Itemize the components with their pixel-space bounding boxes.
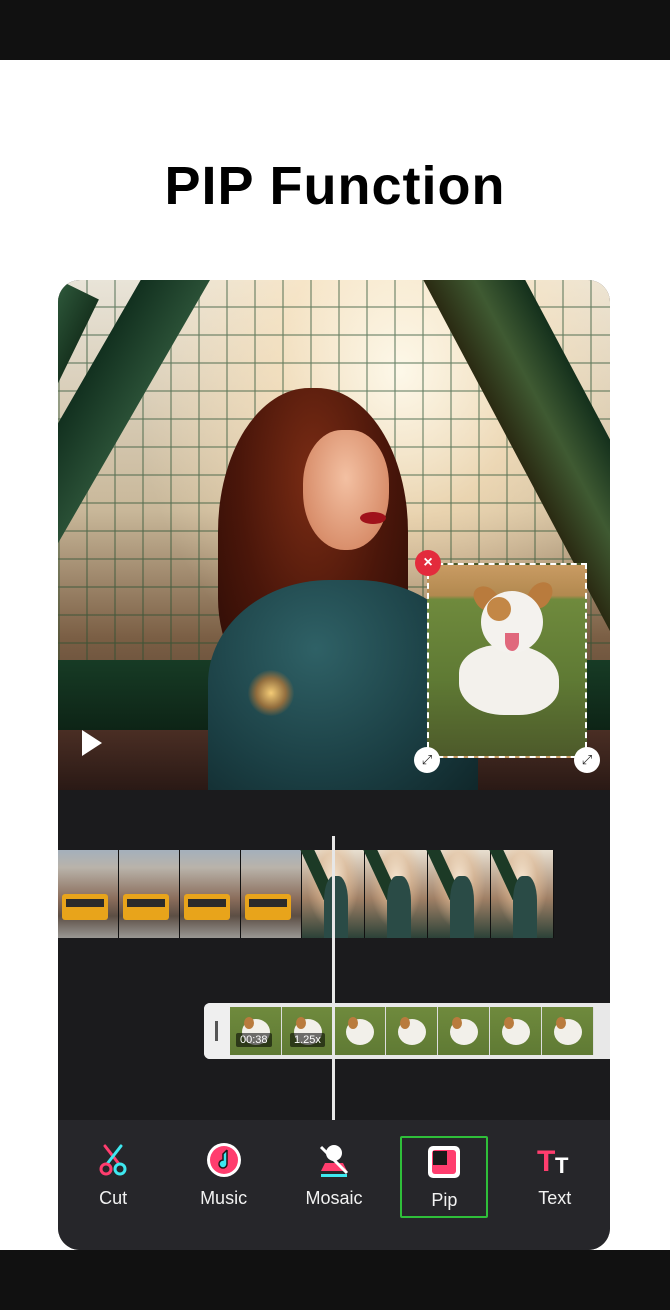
- svg-text:T: T: [555, 1153, 569, 1178]
- svg-text:T: T: [537, 1145, 555, 1178]
- city-frame: [241, 850, 302, 938]
- bus-shape: [184, 894, 230, 920]
- pip-clip-time: 00:38: [236, 1033, 272, 1047]
- pip-track-handle[interactable]: [204, 1003, 230, 1059]
- pip-close-icon[interactable]: ×: [415, 550, 441, 576]
- pip-resize-bl-icon[interactable]: ⤢: [414, 747, 440, 773]
- play-icon[interactable]: [82, 730, 102, 756]
- editor-toolbar: Cut Music Mosaic: [58, 1120, 610, 1250]
- dog-frame: [490, 1007, 542, 1055]
- mosaic-button[interactable]: Mosaic: [290, 1136, 378, 1218]
- top-bar: [0, 0, 670, 60]
- bus-shape: [245, 894, 291, 920]
- bus-shape: [62, 894, 108, 920]
- playhead[interactable]: [332, 836, 335, 1120]
- bus-shape: [123, 894, 169, 920]
- city-frame: [180, 850, 241, 938]
- dog-patch: [487, 597, 511, 621]
- dog-frame: [230, 1007, 282, 1055]
- pip-track[interactable]: 00:38 1.25x: [204, 1003, 610, 1059]
- lens-flare: [248, 670, 294, 716]
- cut-label: Cut: [99, 1188, 128, 1208]
- bottom-bar: [0, 1250, 670, 1310]
- woman-lips: [360, 512, 386, 524]
- dog-frame: [282, 1007, 334, 1055]
- dog-frame: [542, 1007, 594, 1055]
- pip-label: Pip: [431, 1190, 458, 1210]
- pip-button[interactable]: Pip: [400, 1136, 489, 1218]
- text-label: Text: [538, 1188, 572, 1208]
- scissors-icon: [93, 1140, 133, 1180]
- dog-frame: [438, 1007, 490, 1055]
- main-track[interactable]: [58, 850, 610, 938]
- city-frame: [58, 850, 119, 938]
- music-button[interactable]: Music: [180, 1136, 268, 1218]
- city-frame: [119, 850, 180, 938]
- pip-clip-speed: 1.25x: [290, 1033, 325, 1047]
- dog-frame: [334, 1007, 386, 1055]
- phone-screen: × ⤢ ⤢ 00:38 1.25x: [58, 280, 610, 1250]
- woman-frame: [491, 850, 554, 938]
- headline-title: PIP Function: [164, 156, 506, 216]
- pip-overlay[interactable]: [427, 563, 587, 758]
- mosaic-label: Mosaic: [305, 1188, 363, 1208]
- video-preview[interactable]: × ⤢ ⤢: [58, 280, 610, 790]
- text-button[interactable]: T T Text: [511, 1136, 599, 1218]
- woman-frame: [365, 850, 428, 938]
- text-icon: T T: [535, 1140, 575, 1180]
- pip-resize-br-icon[interactable]: ⤢: [574, 747, 600, 773]
- music-note-icon: [204, 1140, 244, 1180]
- mosaic-icon: [314, 1140, 354, 1180]
- dog-body: [459, 645, 559, 715]
- dog-tongue: [505, 633, 519, 651]
- cut-button[interactable]: Cut: [69, 1136, 157, 1218]
- woman-face: [303, 430, 389, 550]
- pip-icon: [424, 1142, 464, 1182]
- music-label: Music: [200, 1188, 248, 1208]
- timeline: 00:38 1.25x: [58, 790, 610, 1120]
- dog-frame: [386, 1007, 438, 1055]
- woman-frame: [428, 850, 491, 938]
